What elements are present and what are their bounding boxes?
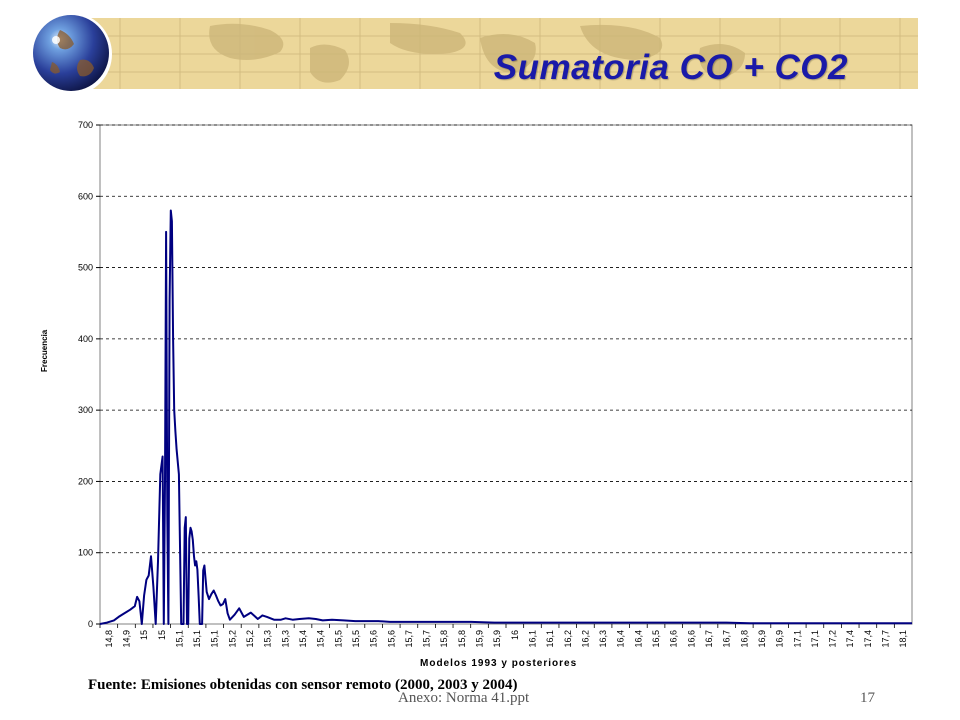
xtick-label: 16,9 [757, 630, 767, 648]
xtick-label: 15,6 [369, 630, 379, 648]
xtick-label: 17,2 [828, 630, 838, 648]
xtick-label: 15,3 [263, 630, 273, 648]
ytick-label: 300 [78, 405, 93, 415]
xtick-label: 15,2 [245, 630, 255, 648]
xtick-label: 16 [510, 630, 520, 640]
y-axis-label: Frecuencia [40, 329, 49, 372]
xtick-label: 16,6 [669, 630, 679, 648]
xtick-label: 15,1 [174, 630, 184, 648]
xtick-label: 16,9 [775, 630, 785, 648]
xtick-label: 15,5 [351, 630, 361, 648]
xtick-label: 14,8 [104, 630, 114, 648]
xtick-label: 15,5 [333, 630, 343, 648]
xtick-label: 16,5 [651, 630, 661, 648]
ytick-label: 500 [78, 263, 93, 273]
xtick-label: 17,7 [881, 630, 891, 648]
ytick-label: 200 [78, 476, 93, 486]
xtick-label: 15,2 [227, 630, 237, 648]
xtick-label: 15,7 [404, 630, 414, 648]
ytick-label: 600 [78, 191, 93, 201]
xtick-label: 16,8 [739, 630, 749, 648]
xtick-label: 17,1 [810, 630, 820, 648]
xtick-label: 15,9 [475, 630, 485, 648]
xtick-label: 15,6 [386, 630, 396, 648]
y-axis: 0 100 200 300 400 500 600 700 [78, 120, 100, 629]
xtick-label: 16,7 [722, 630, 732, 648]
xtick-label: 15,4 [298, 630, 308, 648]
globe-logo [30, 10, 114, 96]
xtick-label: 15 [139, 630, 149, 640]
xtick-label: 16,4 [633, 630, 643, 648]
slide-title: Sumatoria CO + CO2 [493, 48, 848, 87]
xtick-label: 16,2 [563, 630, 573, 648]
xtick-label: 16,1 [527, 630, 537, 648]
xtick-label: 15,8 [457, 630, 467, 648]
xtick-label: 15,4 [316, 630, 326, 648]
xtick-label: 15,3 [280, 630, 290, 648]
xtick-label: 18,1 [898, 630, 908, 648]
x-axis: 14,8 14,9 15 15 15,1 15,1 15,1 15,2 15,2 15,3 15,3… [99, 624, 908, 648]
xtick-label: 16,7 [704, 630, 714, 648]
xtick-label: 16,1 [545, 630, 555, 648]
series-layer [99, 209, 912, 625]
xtick-label: 17,4 [845, 630, 855, 648]
x-axis-label: Modelos 1993 y posteriores [420, 658, 578, 669]
line-chart: 0 100 200 300 400 500 600 700 14,8 14,9 15 15 15,1 1… [0, 110, 960, 670]
xtick-label: 15,1 [192, 630, 202, 648]
xtick-label: 15 [157, 630, 167, 640]
ytick-label: 0 [88, 619, 93, 629]
xtick-label: 16,4 [616, 630, 626, 648]
page-number: 17 [860, 690, 875, 706]
xtick-label: 15,1 [210, 630, 220, 648]
xtick-label: 15,9 [492, 630, 502, 648]
xtick-label: 16,2 [580, 630, 590, 648]
plot-area [99, 124, 913, 625]
xtick-label: 17,4 [863, 630, 873, 648]
ytick-label: 100 [78, 548, 93, 558]
xtick-label: 14,9 [121, 630, 131, 648]
footer-filename: Anexo: Norma 41.ppt [398, 690, 530, 706]
xtick-label: 16,6 [686, 630, 696, 648]
xtick-label: 15,7 [422, 630, 432, 648]
series-line [99, 209, 912, 625]
ytick-label: 400 [78, 334, 93, 344]
xtick-label: 16,3 [598, 630, 608, 648]
world-map-decoration [60, 18, 918, 89]
source-note: Fuente: Emisiones obtenidas con sensor r… [88, 677, 518, 693]
xtick-label: 15,8 [439, 630, 449, 648]
ytick-label: 700 [78, 120, 93, 130]
xtick-label: 17,1 [792, 630, 802, 648]
title-banner: Sumatoria CO + CO2 [60, 18, 918, 89]
